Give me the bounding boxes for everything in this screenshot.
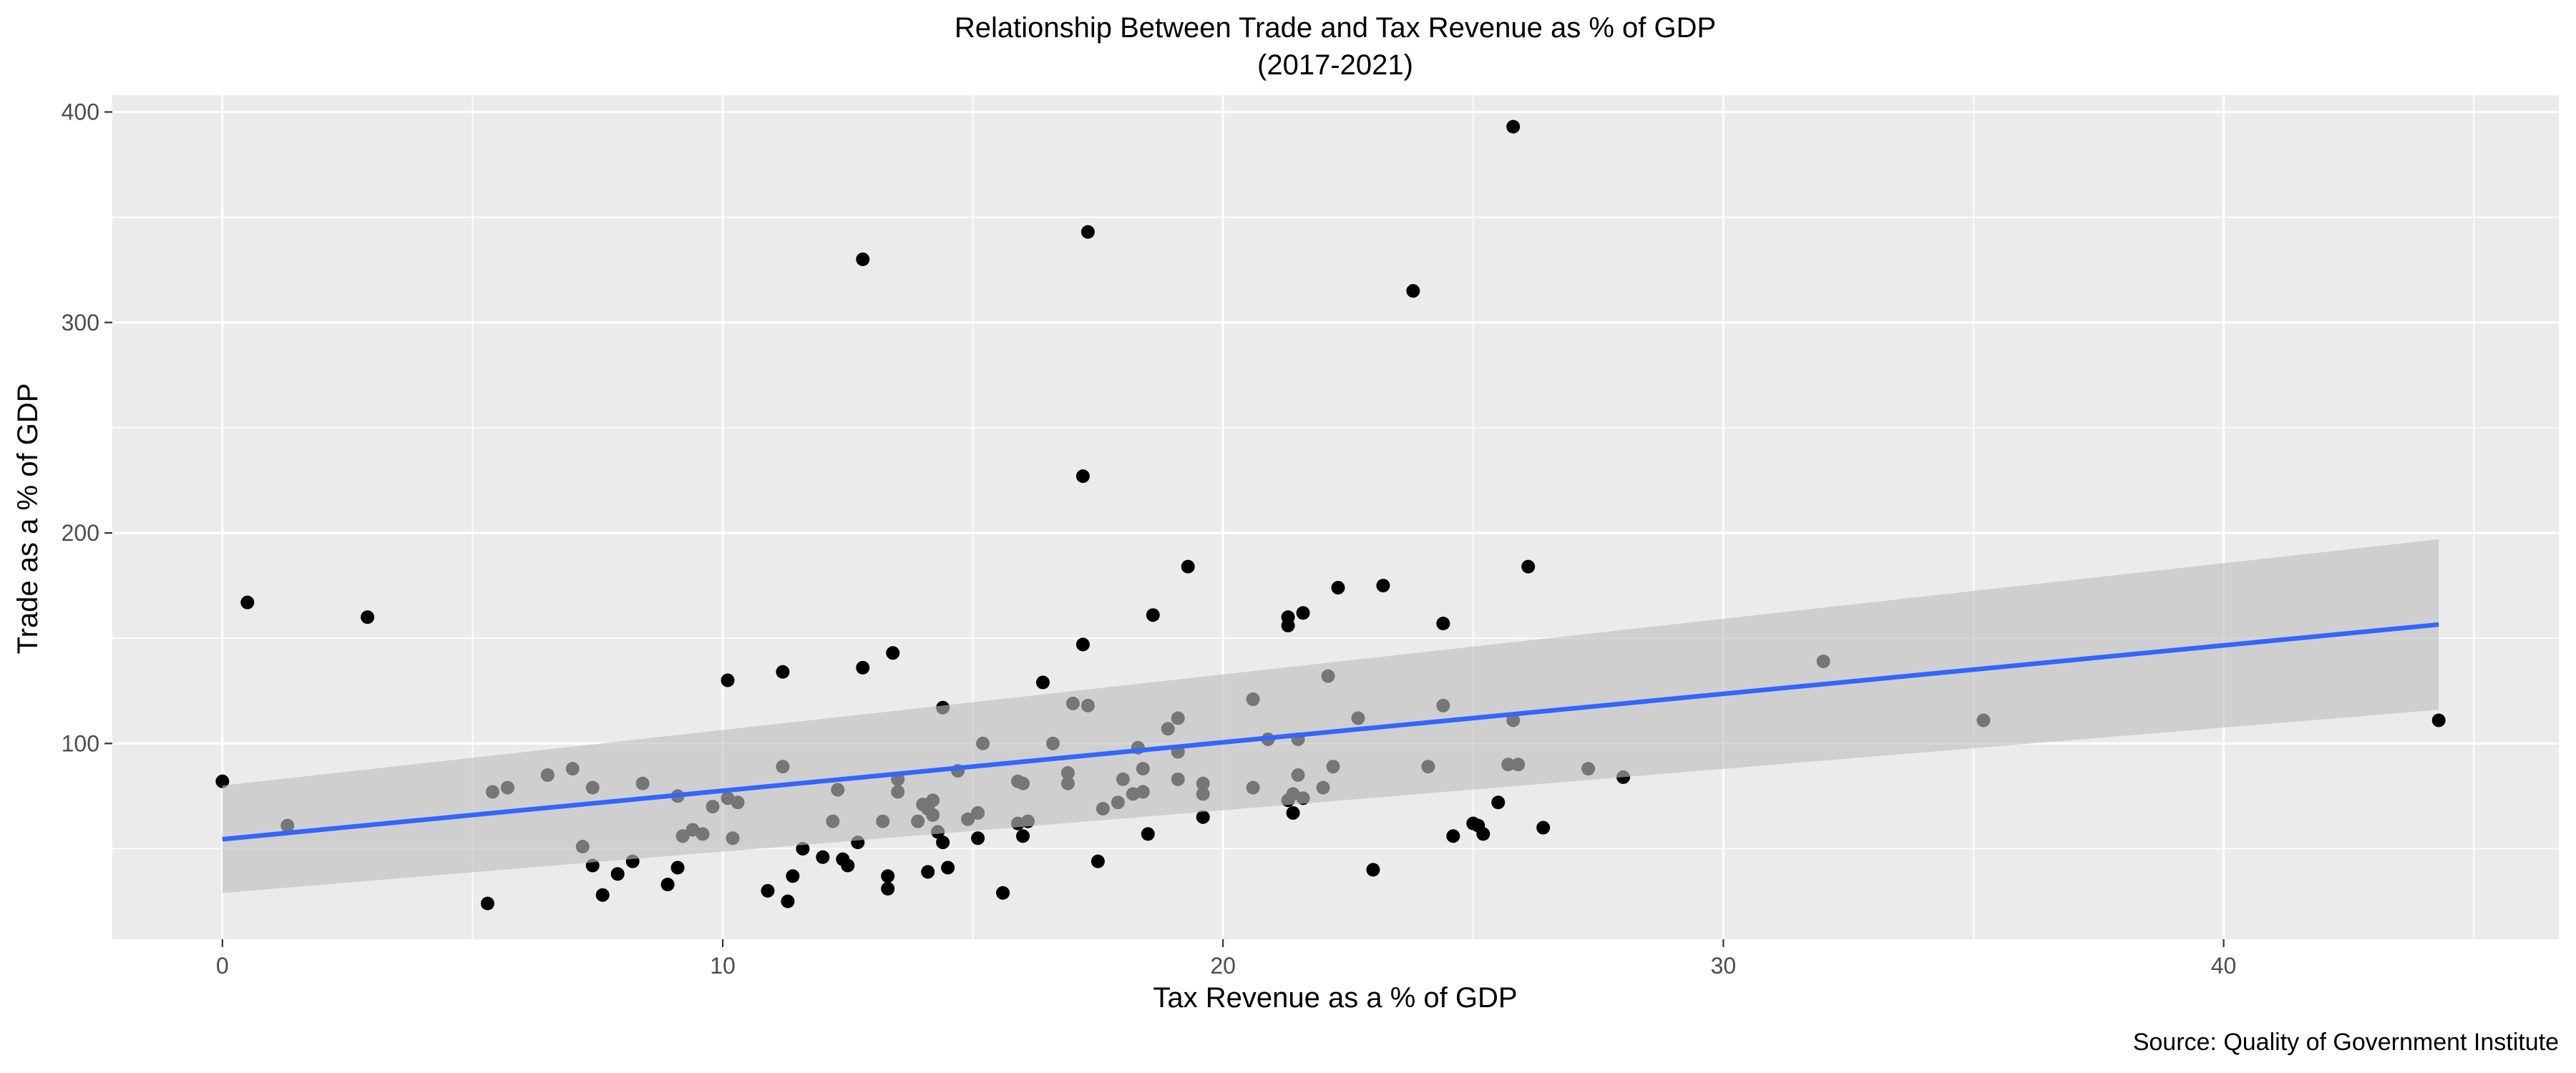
data-point — [1035, 675, 1050, 690]
data-point — [595, 888, 610, 902]
data-point — [1521, 559, 1536, 574]
x-axis-ticks: 0 10 20 30 40 — [216, 939, 2236, 979]
data-point — [1091, 854, 1105, 868]
data-point — [480, 896, 494, 911]
data-point — [971, 831, 985, 846]
x-tick-label: 30 — [1711, 953, 1737, 979]
data-point — [1506, 119, 1521, 134]
x-tick-label: 40 — [2211, 953, 2237, 979]
data-point — [921, 865, 935, 879]
data-point — [1376, 579, 1390, 593]
data-point — [610, 867, 625, 881]
data-point — [215, 774, 230, 788]
data-point — [1016, 829, 1030, 843]
data-point — [996, 886, 1010, 900]
data-point — [841, 858, 855, 873]
data-point — [1536, 820, 1551, 835]
data-point — [1146, 608, 1160, 622]
data-point — [1366, 863, 1380, 877]
plot-panel — [112, 95, 2559, 939]
data-point — [1436, 617, 1450, 631]
x-tick-label: 10 — [710, 953, 736, 979]
data-point — [786, 869, 800, 883]
data-point — [2431, 713, 2446, 727]
data-point — [936, 836, 950, 850]
data-point — [856, 660, 870, 675]
regression-line — [222, 622, 2439, 842]
data-point — [1080, 225, 1095, 239]
data-point — [941, 861, 955, 875]
x-tick-label: 0 — [216, 953, 229, 979]
y-tick-label: 200 — [62, 520, 99, 546]
data-point — [761, 883, 775, 898]
data-point — [1075, 469, 1090, 484]
source-caption: Source: Quality of Government Institute — [2133, 1029, 2559, 1056]
data-point — [886, 646, 900, 660]
data-point — [721, 673, 735, 687]
data-point — [1075, 637, 1090, 652]
data-point — [1196, 810, 1210, 824]
x-tick-label: 20 — [1210, 953, 1236, 979]
data-point — [660, 877, 675, 891]
data-point — [881, 869, 895, 883]
data-point — [1141, 827, 1155, 841]
chart-subtitle: (2017-2021) — [1257, 49, 1413, 81]
confidence-ribbon — [222, 539, 2439, 893]
data-point — [1476, 827, 1491, 841]
chart-title: Relationship Between Trade and Tax Reven… — [955, 12, 1716, 44]
data-point — [1286, 805, 1300, 820]
data-point — [1406, 284, 1420, 298]
data-point — [240, 595, 255, 609]
data-point — [1181, 559, 1195, 574]
data-point — [796, 841, 810, 856]
data-point — [361, 610, 375, 624]
x-axis-label: Tax Revenue as a % of GDP — [1153, 982, 1517, 1014]
data-point — [1281, 619, 1295, 633]
y-axis-label: Trade as a % of GDP — [12, 383, 44, 655]
data-point — [1296, 606, 1310, 620]
y-tick-label: 400 — [62, 99, 99, 125]
y-axis-ticks: 100 200 300 400 — [62, 99, 112, 756]
y-tick-label: 300 — [62, 310, 99, 335]
data-point — [1446, 829, 1460, 843]
data-point — [881, 881, 895, 896]
data-point — [856, 253, 870, 267]
data-point — [776, 665, 790, 679]
data-point — [816, 850, 830, 864]
data-point — [1491, 795, 1506, 810]
y-tick-label: 100 — [62, 730, 99, 756]
data-point — [781, 894, 795, 908]
data-point — [1331, 581, 1345, 595]
data-point — [670, 861, 685, 875]
